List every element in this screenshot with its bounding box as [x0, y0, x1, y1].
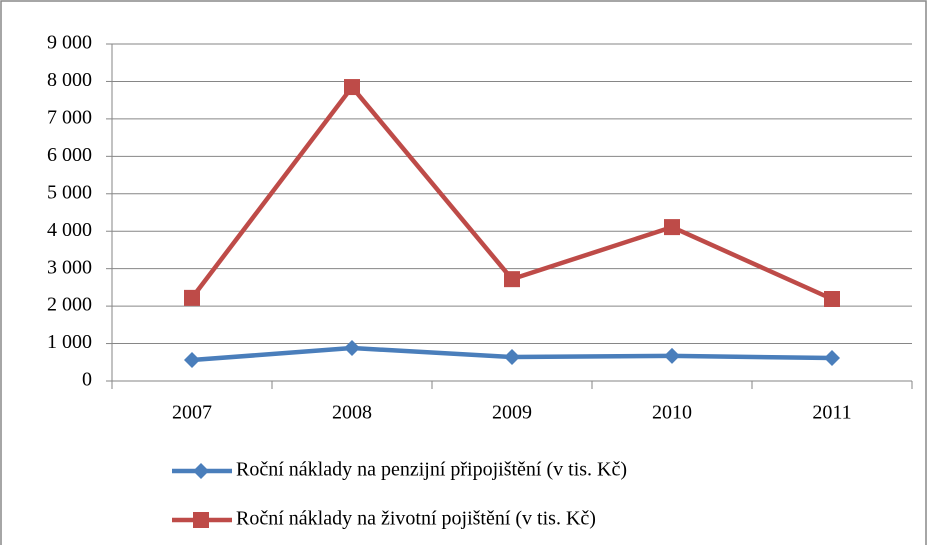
- marker: [184, 289, 200, 306]
- marker: [824, 349, 840, 366]
- marker: [824, 290, 840, 307]
- marker: [193, 512, 209, 528]
- x-tick-label: 2007: [172, 402, 212, 424]
- legend-label: Roční náklady na penzijní připojištění (…: [236, 459, 627, 481]
- y-tick-label: 1 000: [47, 331, 92, 353]
- x-tick-label: 2008: [332, 402, 372, 424]
- marker: [193, 463, 209, 479]
- y-tick-label: 5 000: [47, 181, 92, 203]
- x-tick-label: 2010: [652, 402, 692, 424]
- y-tick-label: 0: [82, 369, 92, 391]
- y-tick-label: 9 000: [47, 32, 92, 54]
- marker: [344, 79, 360, 96]
- y-tick-label: 7 000: [47, 106, 92, 128]
- y-tick-label: 3 000: [47, 256, 92, 278]
- marker: [664, 347, 680, 364]
- marker: [344, 340, 360, 357]
- legend-label: Roční náklady na životní pojištění (v ti…: [236, 508, 596, 530]
- x-tick-label: 2009: [492, 402, 532, 424]
- marker: [504, 349, 520, 366]
- x-tick-label: 2011: [812, 402, 851, 424]
- y-tick-label: 8 000: [47, 69, 92, 91]
- marker: [504, 271, 520, 288]
- y-tick-label: 4 000: [47, 219, 92, 241]
- y-tick-label: 2 000: [47, 294, 92, 316]
- marker: [664, 219, 680, 236]
- marker: [184, 352, 200, 369]
- y-tick-label: 6 000: [47, 144, 92, 166]
